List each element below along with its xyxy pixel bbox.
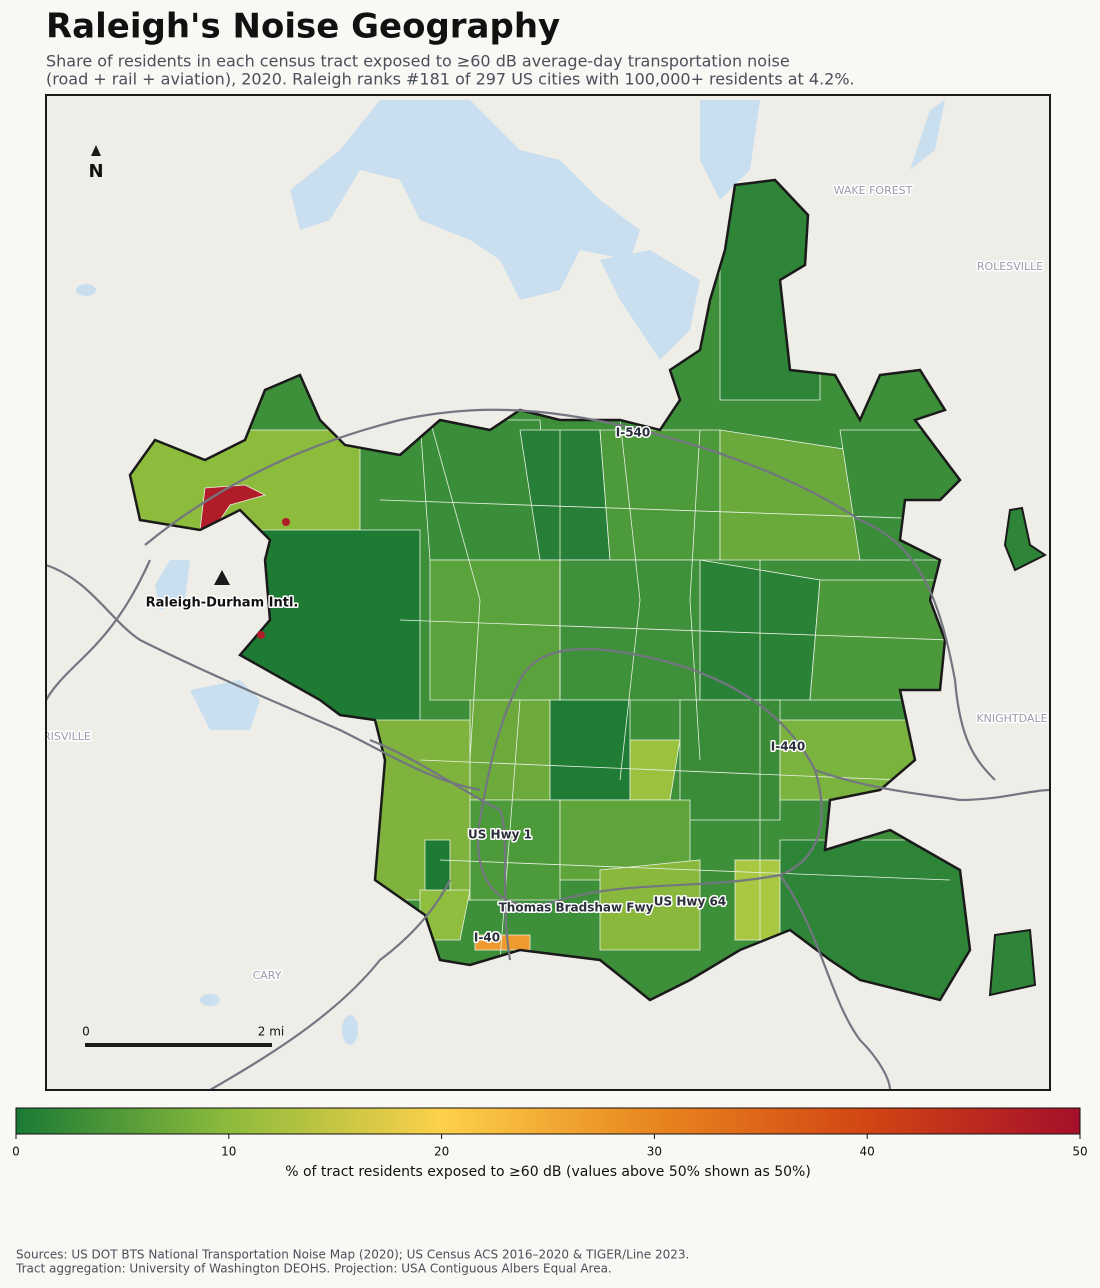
airport-marker xyxy=(214,570,230,585)
road-label: I-40 xyxy=(474,931,500,945)
subtitle: (road + rail + aviation), 2020. Raleigh … xyxy=(46,70,855,89)
roads xyxy=(46,408,1050,1090)
place-label: WAKE FOREST xyxy=(834,184,913,197)
scale-label: 0 xyxy=(82,1025,90,1039)
tract xyxy=(1003,506,1047,572)
road-label: US Hwy 1 xyxy=(468,828,532,842)
scale-label: 2 mi xyxy=(258,1025,284,1039)
colorbar-tick-label: 0 xyxy=(12,1145,20,1159)
colorbar-tick-label: 40 xyxy=(860,1145,875,1159)
colorbar-label: % of tract residents exposed to ≥60 dB (… xyxy=(285,1164,811,1180)
road-label: I-440 xyxy=(771,740,806,754)
title: Raleigh's Noise Geography xyxy=(46,7,560,47)
road-label: I-540 xyxy=(616,426,651,440)
colorbar-tick-label: 30 xyxy=(647,1145,662,1159)
place-label: ROLESVILLE xyxy=(977,260,1043,273)
tract xyxy=(988,928,1037,997)
map-frame xyxy=(45,94,1051,1091)
tract-spot xyxy=(257,631,265,639)
place-label: CARY xyxy=(253,969,282,982)
tract-spot xyxy=(282,518,290,526)
place-label: KNIGHTDALE xyxy=(976,712,1047,725)
airport-label: Raleigh-Durham Intl. xyxy=(146,596,299,611)
colorbar xyxy=(15,1107,1081,1135)
colorbar-tick-label: 20 xyxy=(434,1145,449,1159)
subtitle: Share of residents in each census tract … xyxy=(46,52,790,71)
source-note: Tract aggregation: University of Washing… xyxy=(15,1262,612,1276)
road-label: US Hwy 64 xyxy=(654,895,726,909)
colorbar-tick-label: 10 xyxy=(221,1145,236,1159)
place-label: MORRISVILLE xyxy=(17,730,91,743)
road-label: Thomas Bradshaw Fwy xyxy=(499,901,654,915)
map: Raleigh-Durham Intl. N 0 2 mi WAKE FORES… xyxy=(17,95,1050,1090)
north-arrow xyxy=(91,145,101,156)
source-note: Sources: US DOT BTS National Transportat… xyxy=(16,1248,689,1262)
colorbar-tick-label: 50 xyxy=(1072,1145,1087,1159)
north-label: N xyxy=(88,161,103,182)
